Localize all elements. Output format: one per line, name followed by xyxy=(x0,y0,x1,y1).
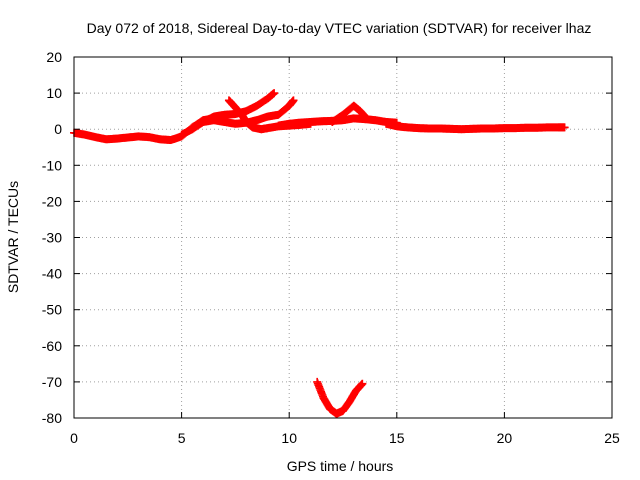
y-axis-label: SDTVAR / TECUs xyxy=(5,181,21,293)
data-series xyxy=(70,89,569,418)
y-tick-label: 0 xyxy=(54,121,62,137)
y-tick-label: -20 xyxy=(42,193,62,209)
series-arc-e xyxy=(328,101,371,126)
y-tick-label: -30 xyxy=(42,230,62,246)
x-tick-label: 20 xyxy=(497,430,513,446)
data-point xyxy=(270,89,279,98)
x-tick-label: 10 xyxy=(281,430,297,446)
x-tick-label: 0 xyxy=(70,430,78,446)
series-arc-b xyxy=(188,96,298,132)
y-tick-label: 10 xyxy=(46,85,62,101)
y-tick-label: -10 xyxy=(42,157,62,173)
x-axis-label: GPS time / hours xyxy=(287,458,394,474)
y-tick-label: -40 xyxy=(42,266,62,282)
series-arc-c xyxy=(224,96,315,134)
y-tick-label: -60 xyxy=(42,338,62,354)
axis-ticks: 0 5 10 15 20 25 -80 -70 -60 -50 -40 -30 -20 -10 0 10 20 xyxy=(42,49,620,446)
data-point xyxy=(362,114,371,123)
x-tick-label: 5 xyxy=(178,430,186,446)
x-tick-label: 25 xyxy=(604,430,620,446)
y-tick-label: -80 xyxy=(42,410,62,426)
y-tick-label: -70 xyxy=(42,374,62,390)
series-arc-low xyxy=(313,377,367,418)
data-point xyxy=(560,123,569,132)
grid xyxy=(74,57,612,418)
chart-title: Day 072 of 2018, Sidereal Day-to-day VTE… xyxy=(87,20,592,36)
y-tick-label: -50 xyxy=(42,302,62,318)
y-tick-label: 20 xyxy=(46,49,62,65)
data-point xyxy=(358,379,367,388)
series-arc-late xyxy=(382,119,569,134)
x-tick-label: 15 xyxy=(389,430,405,446)
data-point xyxy=(289,96,298,105)
